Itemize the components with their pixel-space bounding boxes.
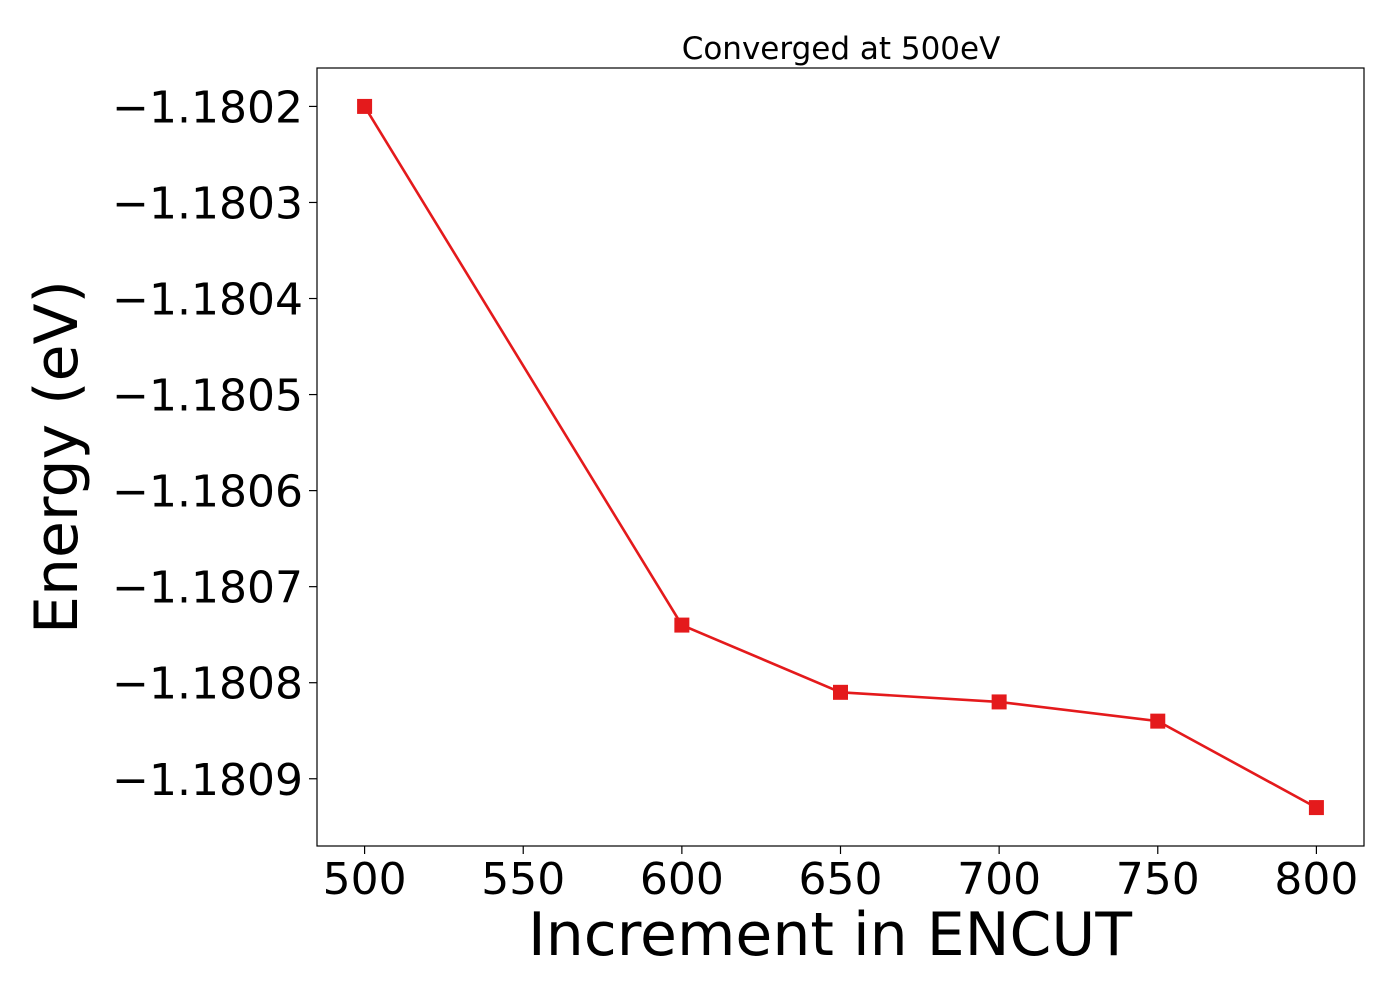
- y-tick-label: −1.1804: [112, 275, 303, 326]
- y-tick-label: −1.1807: [112, 563, 303, 614]
- y-axis-ticks: −1.1802 −1.1803 −1.1804 −1.1805 −1.1806 −1.18…: [112, 82, 317, 806]
- x-tick-label: 500: [323, 854, 407, 905]
- data-point-marker: [991, 694, 1007, 710]
- x-tick-label: 650: [799, 854, 883, 905]
- data-point-marker: [1308, 800, 1324, 816]
- y-tick-label: −1.1803: [112, 178, 303, 229]
- y-tick-label: −1.1806: [112, 467, 303, 518]
- data-point-marker: [1150, 713, 1166, 729]
- y-axis-label: Energy (eV): [22, 280, 92, 634]
- y-tick-label: −1.1808: [112, 659, 303, 710]
- chart-title: Converged at 500eV: [682, 31, 1001, 67]
- x-tick-label: 750: [1116, 854, 1200, 905]
- y-tick-label: −1.1805: [112, 371, 303, 422]
- x-axis-label: Increment in ENCUT: [528, 900, 1132, 970]
- x-tick-label: 550: [481, 854, 565, 905]
- y-tick-label: −1.1802: [112, 82, 303, 133]
- y-tick-label: −1.1809: [112, 755, 303, 806]
- data-point-marker: [674, 617, 690, 633]
- data-point-marker: [357, 98, 373, 114]
- series-line: [363, 105, 1318, 809]
- data-point-marker: [833, 684, 848, 700]
- plot-frame: [316, 67, 1365, 847]
- x-tick-label: 600: [640, 854, 724, 905]
- x-axis-ticks: 500 550 600 650 700 750 800: [323, 846, 1358, 905]
- series-group: [357, 98, 1324, 816]
- x-tick-label: 800: [1274, 854, 1358, 905]
- plot-area: 500 550 600 650 700 750 800 −1.1802−1.1803−1.1…: [112, 67, 1365, 905]
- x-tick-label: 700: [957, 854, 1041, 905]
